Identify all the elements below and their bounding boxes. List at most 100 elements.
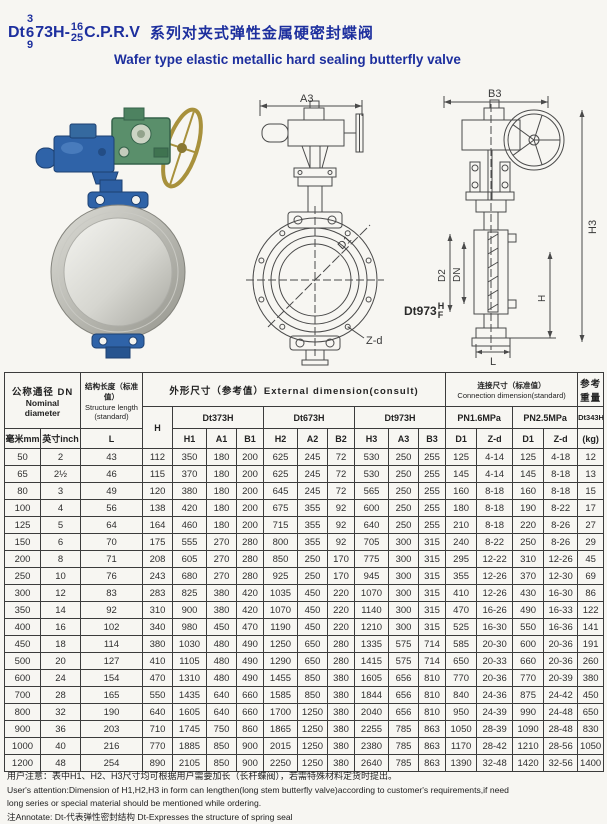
table-cell: 200 — [236, 448, 264, 466]
table-row: 1200 48 254 890 2105 850 900 2250 1250 380 2640 785… — [4, 754, 605, 772]
table-cell: 860 — [236, 720, 264, 738]
table-cell: 20-36 — [543, 635, 579, 653]
table-cell: 164 — [142, 516, 173, 534]
table-cell: 100 — [4, 499, 41, 517]
table-cell: 243 — [142, 567, 173, 585]
table-cell: 28-39 — [476, 720, 514, 738]
table-cell: 1455 — [263, 669, 298, 687]
table-cell: 355 — [297, 499, 328, 517]
table-cell: 430 — [512, 584, 545, 602]
header-col-B1: B1 — [236, 428, 264, 449]
table-cell: 640 — [142, 703, 173, 721]
table-cell: 315 — [417, 567, 447, 585]
table-cell: 1190 — [263, 618, 298, 636]
valve-disc — [50, 204, 186, 340]
table-cell: 645 — [263, 482, 298, 500]
table-cell: 775 — [354, 550, 389, 568]
table-cell: 64 — [80, 516, 143, 534]
model-digit-stack: 3 6 9 — [26, 14, 34, 51]
table-cell: 295 — [445, 550, 478, 568]
table-cell: 43 — [80, 448, 143, 466]
table-cell: 20-33 — [476, 652, 514, 670]
table-cell: 255 — [417, 482, 447, 500]
table-cell: 420 — [236, 601, 264, 619]
table-cell: 4 — [40, 499, 81, 517]
table-cell: 220 — [327, 601, 355, 619]
table-cell: 1400 — [577, 754, 605, 772]
table-cell: 138 — [142, 499, 173, 517]
table-row: 150 6 70 175 555 270 280 800 355 92 705 300 315 240 8-… — [4, 533, 605, 551]
table-cell: 210 — [445, 516, 478, 534]
table-cell: 315 — [417, 533, 447, 551]
table-cell: 810 — [417, 669, 447, 687]
table-row: 800 32 190 640 1605 640 660 1700 1250 380 2040 656 8… — [4, 703, 605, 721]
header-col-H: H — [142, 406, 173, 449]
table-cell: 1435 — [172, 686, 207, 704]
table-cell: 2640 — [354, 754, 389, 772]
table-cell: 350 — [4, 601, 41, 619]
table-cell: 1070 — [354, 584, 389, 602]
footer-notes: 用户注意：表中H1、H2、H3尺寸均可根据用户需要加长（长杆蝶阀），若需特殊材料… — [7, 770, 603, 824]
table-cell: 1885 — [172, 737, 207, 755]
table-cell: 24-39 — [476, 703, 514, 721]
table-cell: 410 — [445, 584, 478, 602]
model-prefix: Dt — [8, 23, 25, 41]
table-cell: 2380 — [354, 737, 389, 755]
table-cell: 240 — [445, 533, 478, 551]
table-cell: 450 — [206, 618, 237, 636]
header-nominal-en1: Nominal — [25, 397, 60, 408]
header-col-D1-pn25: D1 — [512, 428, 545, 449]
table-cell: 355 — [297, 533, 328, 551]
table-cell: 310 — [512, 550, 545, 568]
table-cell: 32-48 — [476, 754, 514, 772]
front-view-caption: Dt973 H F — [404, 302, 444, 320]
table-cell: 16-33 — [543, 601, 579, 619]
table-cell: 46 — [80, 465, 143, 483]
table-cell: 900 — [236, 754, 264, 772]
table-row: 500 20 127 410 1105 480 490 1290 650 280 1415 575 71… — [4, 652, 605, 670]
table-cell: 220 — [512, 516, 545, 534]
table-cell: 1335 — [354, 635, 389, 653]
table-cell: 656 — [388, 703, 419, 721]
table-cell: 470 — [445, 601, 478, 619]
table-cell: 4-14 — [476, 448, 514, 466]
table-cell: 125 — [4, 516, 41, 534]
table-cell: 810 — [417, 703, 447, 721]
table-cell: 28-42 — [476, 737, 514, 755]
table-cell: 380 — [327, 754, 355, 772]
table-cell: 8-26 — [543, 516, 579, 534]
table-cell: 990 — [512, 703, 545, 721]
header-col-Zd-pn16: Z-d — [476, 428, 514, 449]
table-cell: 175 — [142, 533, 173, 551]
table-cell: 280 — [236, 567, 264, 585]
table-cell: 48 — [40, 754, 81, 772]
header-connection-dimension: 连接尺寸（标准值） Connection dimension(standard) — [445, 372, 579, 407]
pn-bottom: 25 — [70, 31, 84, 44]
header-model-dt973h: Dt973H — [353, 406, 447, 429]
header-col-L: L — [80, 428, 143, 449]
table-cell: 1070 — [263, 601, 298, 619]
table-cell: 20-30 — [476, 635, 514, 653]
table-cell: 1140 — [354, 601, 389, 619]
table-cell: 255 — [417, 448, 447, 466]
table-cell: 255 — [417, 499, 447, 517]
table-cell: 714 — [417, 635, 447, 653]
table-cell: 16 — [40, 618, 81, 636]
table-cell: 80 — [4, 482, 41, 500]
table-cell: 191 — [577, 635, 605, 653]
page-title-line1: Dt 3 6 9 73H- 16 25 C.P.R.V 系列对夹式弹性金属硬密封… — [8, 14, 461, 51]
table-cell: 650 — [577, 703, 605, 721]
caption-suffix-h: H — [437, 301, 445, 311]
table-cell: 625 — [263, 465, 298, 483]
table-cell: 245 — [297, 465, 328, 483]
table-cell: 125 — [445, 448, 478, 466]
table-cell: 370 — [512, 567, 545, 585]
table-cell: 650 — [297, 635, 328, 653]
table-cell: 656 — [388, 669, 419, 687]
table-cell: 92 — [327, 516, 355, 534]
table-cell: 12-26 — [476, 567, 514, 585]
table-cell: 180 — [206, 482, 237, 500]
table-cell: 280 — [236, 533, 264, 551]
table-cell: 49 — [80, 482, 143, 500]
table-cell: 863 — [417, 754, 447, 772]
